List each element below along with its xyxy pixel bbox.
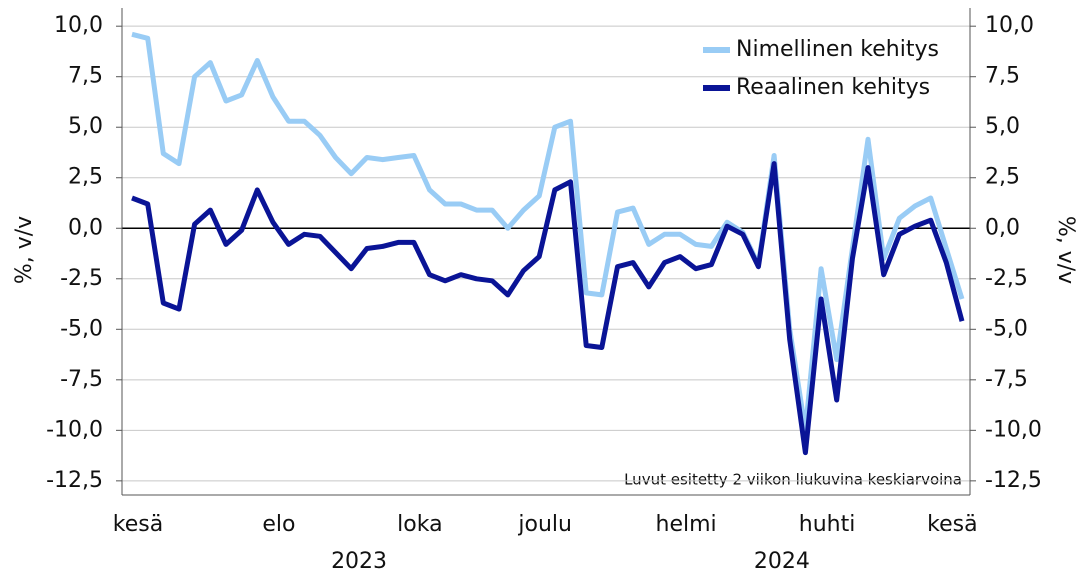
x-tick-label: kesä xyxy=(113,512,163,537)
y2-tick-label: 10,0 xyxy=(985,13,1034,38)
y2-tick-label: -12,5 xyxy=(985,468,1042,493)
x-tick-label: kesä xyxy=(927,512,977,537)
y2-axis-title: %, v/v xyxy=(1053,216,1078,284)
annotation: Luvut esitetty 2 viikon liukuvina keskia… xyxy=(624,471,962,489)
y-tick-label: 0,0 xyxy=(68,215,103,240)
x-tick-label: joulu xyxy=(517,512,572,537)
y-tick-label: 10,0 xyxy=(54,13,103,38)
y-tick-label: -2,5 xyxy=(60,266,103,291)
y-tick-label: -5,0 xyxy=(60,316,103,341)
series-line xyxy=(131,161,965,456)
series-line xyxy=(131,31,965,433)
x-tick-label: loka xyxy=(397,512,442,537)
y-tick-label: -12,5 xyxy=(46,468,103,493)
y2-tick-label: -10,0 xyxy=(985,417,1042,442)
y2-tick-label: 2,5 xyxy=(985,165,1020,190)
y2-tick-label: -5,0 xyxy=(985,316,1028,341)
y2-tick-label: 0,0 xyxy=(985,215,1020,240)
x-tick-label: elo xyxy=(262,512,295,537)
year-label: 2023 xyxy=(331,549,387,574)
y-axis-title: %, v/v xyxy=(12,216,37,284)
legend-label: Reaalinen kehitys xyxy=(736,75,930,100)
y-tick-label: 5,0 xyxy=(68,114,103,139)
x-tick-label: huhti xyxy=(799,512,856,537)
legend-label: Nimellinen kehitys xyxy=(736,37,939,62)
y-tick-label: -10,0 xyxy=(46,417,103,442)
y2-tick-label: -7,5 xyxy=(985,367,1028,392)
y-tick-label: 7,5 xyxy=(68,64,103,89)
y-tick-label: -7,5 xyxy=(60,367,103,392)
y2-tick-label: 5,0 xyxy=(985,114,1020,139)
y2-tick-label: 7,5 xyxy=(985,64,1020,89)
y2-tick-label: -2,5 xyxy=(985,266,1028,291)
y-tick-label: 2,5 xyxy=(68,165,103,190)
x-tick-label: helmi xyxy=(656,512,717,537)
year-label: 2024 xyxy=(754,549,810,574)
